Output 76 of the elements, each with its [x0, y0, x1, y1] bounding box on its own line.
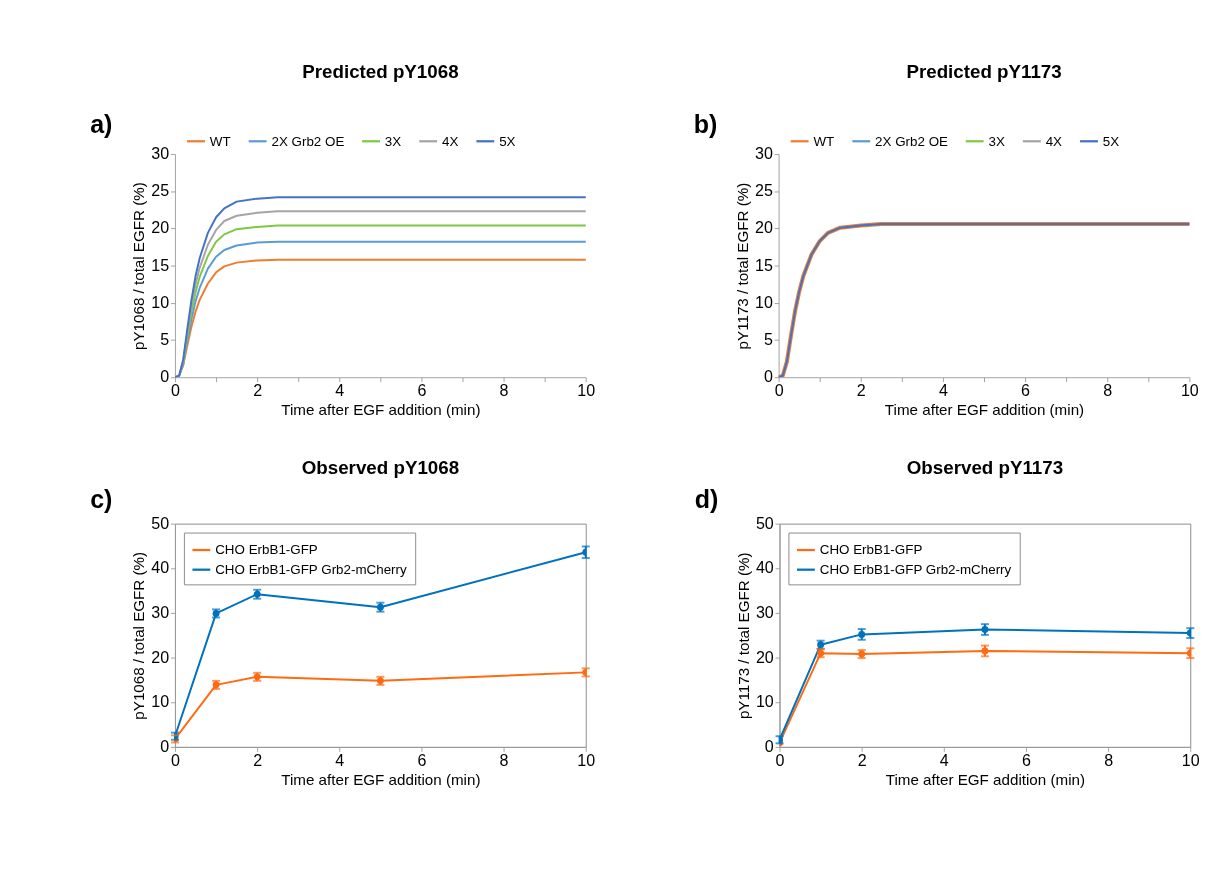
- legend-label: CHO ErbB1-GFP Grb2-mCherry: [819, 562, 1012, 578]
- y-tick-label: 20: [754, 218, 773, 237]
- y-tick-label: 30: [754, 143, 773, 162]
- chart-title: Predicted pY1068: [302, 61, 459, 83]
- legend-label: 2X Grb2 OE: [875, 133, 949, 149]
- y-tick-label: 10: [754, 292, 773, 311]
- y-axis-title: pY1068 / total EGFR (%): [130, 182, 148, 350]
- y-tick-label: 10: [755, 692, 774, 711]
- legend-label: 4X: [442, 133, 459, 149]
- x-tick-label: 10: [577, 381, 596, 400]
- y-tick-label: 20: [755, 647, 774, 666]
- x-tick-label: 10: [577, 751, 596, 770]
- x-axis-title: Time after EGF addition (min): [281, 401, 481, 419]
- x-tick-label: 6: [1021, 751, 1031, 770]
- x-tick-label: 6: [417, 381, 427, 400]
- y-tick-label: 0: [764, 736, 774, 755]
- y-tick-label: 15: [151, 255, 170, 274]
- chart-title: Observed pY1173: [906, 456, 1064, 478]
- y-tick-label: 0: [160, 367, 170, 386]
- y-tick-label: 10: [151, 692, 170, 711]
- y-tick-label: 25: [151, 181, 170, 200]
- x-tick-label: 2: [253, 751, 263, 770]
- x-tick-label: 4: [939, 751, 949, 770]
- y-axis-title: pY1173 / total EGFR (%): [734, 552, 752, 720]
- x-tick-label: 6: [1021, 381, 1031, 400]
- legend-label: CHO ErbB1-GFP: [215, 542, 318, 558]
- x-tick-label: 8: [1104, 751, 1114, 770]
- x-tick-label: 4: [335, 381, 345, 400]
- y-axis-title: pY1173 / total EGFR (%): [733, 182, 751, 350]
- legend-label: 3X: [988, 133, 1005, 149]
- x-tick-label: 6: [417, 751, 427, 770]
- x-tick-label: 2: [856, 381, 866, 400]
- text: d): [694, 484, 719, 513]
- legend-label: 5X: [499, 133, 516, 149]
- text: a): [90, 110, 113, 139]
- legend-label: 5X: [1102, 133, 1120, 149]
- y-tick-label: 20: [151, 647, 170, 666]
- x-tick-label: 8: [1103, 381, 1113, 400]
- x-tick-label: 4: [335, 751, 345, 770]
- legend-label: WT: [813, 133, 835, 149]
- legend-label: CHO ErbB1-GFP Grb2-mCherry: [215, 562, 408, 578]
- x-tick-label: 8: [499, 751, 509, 770]
- y-tick-label: 20: [151, 218, 170, 237]
- y-tick-label: 40: [755, 558, 774, 577]
- y-tick-label: 25: [754, 181, 773, 200]
- y-tick-label: 15: [754, 255, 773, 274]
- legend-label: 4X: [1045, 133, 1063, 149]
- legend-label: 2X Grb2 OE: [271, 133, 345, 149]
- chart-title: Observed pY1068: [301, 456, 460, 478]
- chart-title: Predicted pY1173: [906, 61, 1062, 83]
- x-tick-label: 4: [938, 381, 948, 400]
- y-tick-label: 10: [151, 292, 170, 311]
- x-tick-label: 10: [1181, 751, 1200, 770]
- x-tick-label: 2: [857, 751, 867, 770]
- y-tick-label: 30: [755, 602, 774, 621]
- y-tick-label: 30: [151, 602, 170, 621]
- x-axis-title: Time after EGF addition (min): [885, 770, 1086, 788]
- y-tick-label: 5: [763, 329, 773, 348]
- x-axis-title: Time after EGF addition (min): [281, 770, 481, 788]
- y-tick-label: 50: [151, 513, 170, 532]
- y-tick-label: 0: [160, 736, 170, 755]
- y-axis-title: pY1068 / total EGFR (%): [130, 551, 148, 720]
- y-tick-label: 30: [151, 143, 170, 162]
- legend-label: CHO ErbB1-GFP: [819, 542, 923, 558]
- legend-label: 3X: [384, 133, 402, 149]
- text: b): [693, 110, 718, 139]
- legend-label: WT: [209, 133, 231, 149]
- y-tick-label: 5: [160, 329, 170, 348]
- x-tick-label: 2: [253, 381, 263, 400]
- y-tick-label: 50: [755, 513, 774, 532]
- text: c): [90, 484, 113, 513]
- y-tick-label: 40: [151, 558, 170, 577]
- y-tick-label: 0: [763, 367, 773, 386]
- x-tick-label: 8: [499, 381, 509, 400]
- x-axis-title: Time after EGF addition (min): [884, 401, 1085, 419]
- x-tick-label: 10: [1180, 381, 1199, 400]
